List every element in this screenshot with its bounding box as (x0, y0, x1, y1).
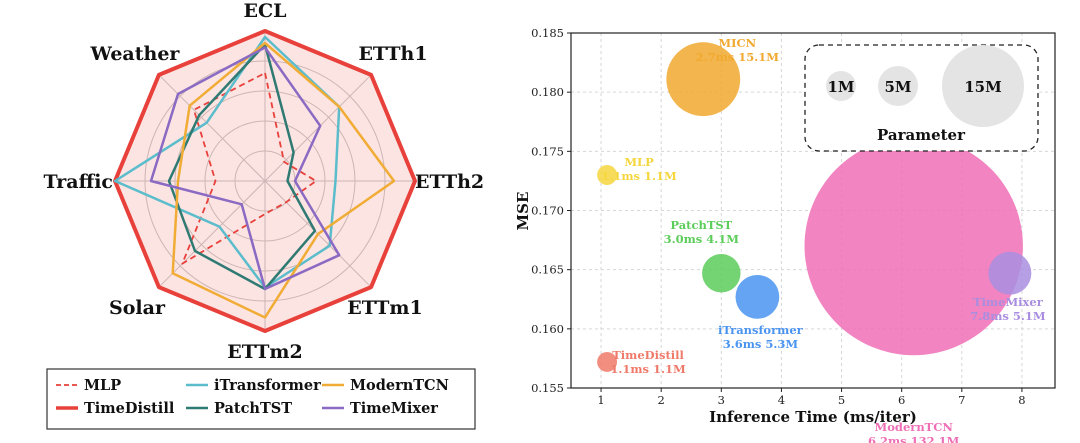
x-tick-label: 1 (597, 393, 604, 407)
radar-series-layer (113, 29, 417, 333)
radar-series-timemixer (149, 46, 341, 291)
legend-label-timedistill: TimeDistill (84, 400, 175, 417)
radar-axis-label: ETTh1 (358, 43, 427, 65)
bubble-timemixer (988, 251, 1032, 295)
bubble-mlp (597, 165, 618, 185)
bubble-micn (666, 42, 741, 117)
bubble-label-mlp: 1.1ms 1.1M (601, 169, 677, 183)
radar-spoke (158, 180, 266, 288)
radar-grid (115, 31, 415, 331)
y-tick-label: 0.180 (531, 85, 564, 99)
radar-axis-label: ETTm2 (227, 341, 302, 363)
bubble-timedistill (597, 352, 618, 372)
y-tick-label: 0.175 (531, 144, 564, 158)
bubble-label-patchtst: 3.0ms 4.1M (664, 232, 740, 246)
x-tick-label: 8 (1018, 393, 1025, 407)
x-tick-label: 7 (958, 393, 965, 407)
legend-label-moderntcn: ModernTCN (350, 377, 449, 394)
radar-axis-label: ETTm1 (347, 297, 422, 319)
radar-axis-label: Solar (109, 297, 166, 319)
size-legend-label: 5M (884, 78, 911, 96)
bubble-points (597, 42, 1032, 372)
bubble-label-moderntcn: ModernTCN (875, 420, 954, 434)
bubble-label-mlp: MLP (624, 155, 654, 169)
legend-box (46, 368, 476, 430)
size-legend-circle-5m (878, 66, 918, 106)
legend-label-mlp: MLP (84, 377, 121, 394)
bubble-label-itransformer: iTransformer (718, 323, 804, 337)
bubble-axes: 1 2 3 4 5 6 7 8 0.155 0.160 0.165 0.170 0.175 0.180 0.… (514, 26, 1056, 426)
bubble-label-timemixer: TimeMixer (973, 295, 1044, 309)
bubble-label-itransformer: 3.6ms 5.3M (723, 337, 799, 351)
bubble-label-micn: MICN (718, 36, 756, 50)
radar-axis-label: ETTh2 (415, 171, 484, 193)
x-axis-title: Inference Time (ms/iter) (709, 408, 917, 426)
x-tick-label: 6 (898, 393, 905, 407)
y-tick-label: 0.165 (531, 263, 564, 277)
size-legend-label: 15M (964, 78, 1001, 96)
bubble-itransformer (735, 275, 780, 319)
radar-axis-label: Traffic (44, 171, 113, 193)
radar-series-mlp (181, 72, 317, 265)
size-legend-label: 1M (827, 78, 854, 96)
bubble-label-timedistill: TimeDistill (612, 348, 684, 362)
y-tick-label: 0.155 (531, 381, 564, 395)
bubble-moderntcn (804, 136, 1023, 356)
x-tick-label: 2 (658, 393, 665, 407)
radar-axis-labels: ECL ETTh1 ETTh2 ETTm1 ETTm2 Solar Traffic Weath… (44, 0, 485, 363)
radar-chart: ECL ETTh1 ETTh2 ETTm1 ETTm2 Solar Traffic Weath… (44, 0, 485, 363)
size-legend-title: Parameter (877, 126, 966, 144)
y-tick-label: 0.170 (531, 204, 564, 218)
y-tick-label: 0.185 (531, 26, 564, 40)
legend-label-patchtst: PatchTST (214, 400, 292, 417)
size-legend: 1M 5M 15M Parameter (804, 44, 1039, 152)
size-legend-circle-15m (942, 45, 1024, 127)
x-tick-label: 5 (838, 393, 845, 407)
bubble-label-patchtst: PatchTST (670, 218, 732, 232)
bubble-label-timemixer: 7.8ms 5.1M (970, 309, 1046, 323)
radar-axis-label: Weather (90, 43, 181, 65)
size-legend-circle-1m (826, 71, 856, 101)
x-tick-label: 4 (778, 393, 785, 407)
bubble-label-micn: 2.7ms 15.1M (696, 50, 780, 64)
y-tick-label: 0.160 (531, 322, 564, 336)
x-tick-label: 3 (718, 393, 725, 407)
legend-label-itransformer: iTransformer (214, 377, 321, 394)
bubble-patchtst (702, 253, 741, 293)
bubble-label-moderntcn: 6.2ms 132.1M (868, 434, 960, 443)
radar-spoke (158, 74, 266, 182)
radar-legend: MLP iTransformer ModernTCN TimeDistill Patch… (46, 368, 476, 430)
radar-axis-label: ECL (244, 0, 287, 22)
y-axis-title: MSE (514, 192, 532, 231)
radar-series-moderntcn (171, 41, 396, 319)
legend-label-timemixer: TimeMixer (350, 400, 438, 417)
bubble-label-timedistill: 1.1ms 1.1M (610, 362, 686, 376)
